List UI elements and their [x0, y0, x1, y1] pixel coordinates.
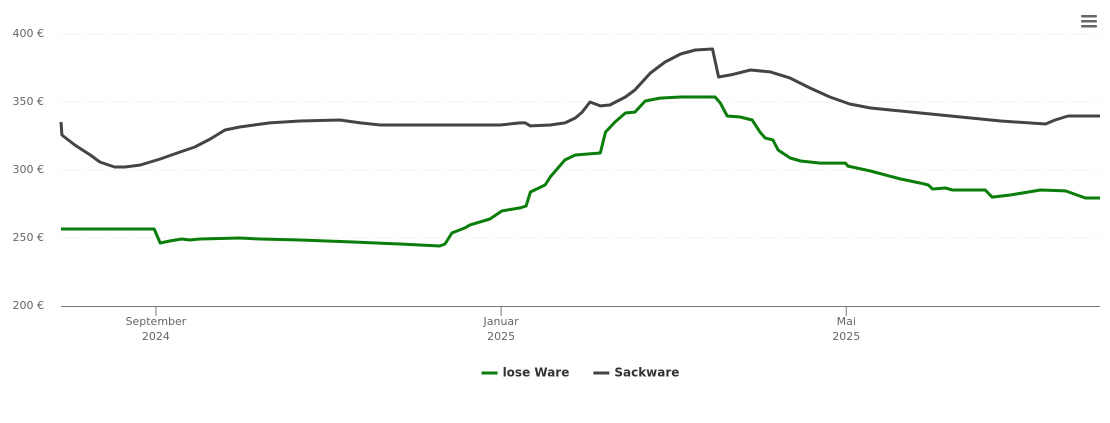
- x-tick-label: Januar: [483, 315, 520, 328]
- legend-label: lose Ware: [503, 366, 570, 380]
- menu-bar: [1081, 15, 1097, 18]
- y-tick-label: 300 €: [13, 163, 45, 176]
- series-line: [61, 95, 1100, 248]
- x-tick-year: 2024: [142, 330, 170, 343]
- x-tick-year: 2025: [487, 330, 515, 343]
- x-tick-year: 2025: [832, 330, 860, 343]
- y-tick-label: 250 €: [13, 231, 45, 244]
- x-tick-label: Mai: [837, 315, 856, 328]
- series-line: [59, 47, 1100, 169]
- y-tick-label: 200 €: [13, 299, 45, 312]
- x-tick-label: September: [126, 315, 187, 328]
- y-tick-label: 400 €: [13, 27, 45, 40]
- legend-label: Sackware: [614, 366, 679, 380]
- menu-bar: [1081, 20, 1097, 23]
- menu-icon[interactable]: [1081, 15, 1097, 28]
- y-tick-label: 350 €: [13, 95, 45, 108]
- menu-bar: [1081, 25, 1097, 28]
